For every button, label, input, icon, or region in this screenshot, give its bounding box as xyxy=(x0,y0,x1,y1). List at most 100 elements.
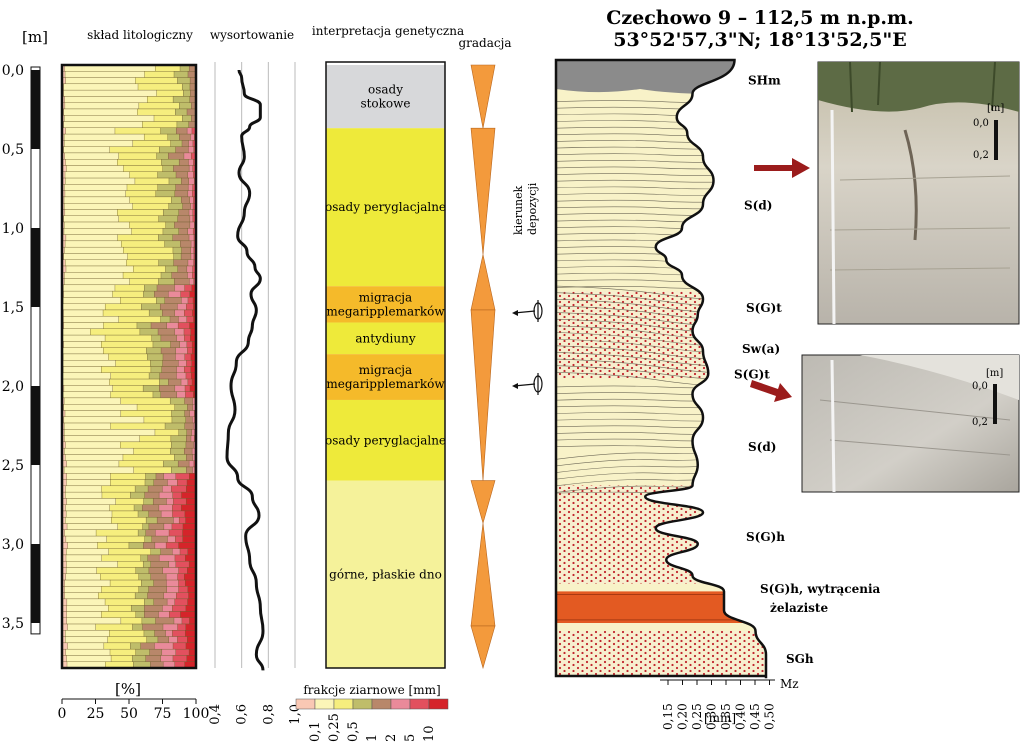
fraction-label-4: 2 xyxy=(384,734,399,742)
sorting-curve xyxy=(225,69,265,671)
facies-label-4: S(G)t xyxy=(734,367,770,381)
interp-label-5-0: osady peryglacjalne xyxy=(325,433,446,447)
facies-label-2: S(G)t xyxy=(746,301,782,315)
interp-label-6-0: górne, płaskie dno xyxy=(329,567,442,581)
percent-tick-100: 100 xyxy=(183,706,210,722)
percent-tick-25: 25 xyxy=(87,706,105,722)
interpretation-title: interpretacja genetyczna xyxy=(312,24,464,38)
svg-text:0,0: 0,0 xyxy=(973,118,989,129)
interp-zone-0 xyxy=(326,65,445,129)
mz-tick-3: 0,30 xyxy=(705,703,719,730)
interp-label-0-1: stokowe xyxy=(360,97,410,111)
gravel-zone-2 xyxy=(556,630,766,679)
sorting-tick-0: 0,4 xyxy=(208,704,223,725)
depth-tick-2: 1,0 xyxy=(2,221,24,237)
fraction-swatch-4 xyxy=(371,698,392,710)
section-outline xyxy=(554,58,768,679)
depth-tick-3: 1,5 xyxy=(2,300,24,316)
gradation-column xyxy=(470,64,496,670)
deposition-direction: kierunek depozycji xyxy=(512,182,543,395)
svg-text:0,0: 0,0 xyxy=(972,381,988,392)
fraction-label-5: 5 xyxy=(403,734,418,742)
depth-tick-7: 3,5 xyxy=(2,616,24,632)
interp-label-0-0: osady xyxy=(368,83,403,97)
outcrop-photo-2: [m] 0,0 0,2 xyxy=(801,354,1020,493)
arrow-to-photo-2 xyxy=(750,380,792,402)
gradation-triangle-0 xyxy=(470,64,496,129)
percent-tick-50: 50 xyxy=(120,706,138,722)
gradation-triangle-5 xyxy=(470,523,496,627)
interp-zone-2 xyxy=(326,286,445,323)
svg-text:[m]: [m] xyxy=(987,103,1004,114)
facies-label-8: żelaziste xyxy=(770,601,828,615)
site-coordinates: 53°52'57,3"N; 18°13'52,5"E xyxy=(613,29,907,51)
sorting-column: 0,4 0,6 0,8 1,0 xyxy=(208,62,303,725)
fraction-swatch-3 xyxy=(352,698,373,710)
interp-zone-4 xyxy=(326,354,445,400)
interp-label-3-0: antydiuny xyxy=(355,331,415,345)
mz-axis: Mz [mm] 0,15 0,20 0,25 0,30 0,35 0,40 0,45 0,50 xyxy=(660,677,799,730)
fraction-label-2: 0,5 xyxy=(346,721,361,742)
photo-arrows xyxy=(750,158,810,402)
gradation-title: gradacja xyxy=(458,36,511,50)
mz-label: Mz xyxy=(780,677,799,691)
svg-text:[m]: [m] xyxy=(986,368,1003,379)
gradation-triangle-2 xyxy=(470,254,496,311)
lithology-frame xyxy=(60,63,198,670)
svg-text:0,2: 0,2 xyxy=(972,417,988,428)
percent-tick-0: 0 xyxy=(58,706,67,722)
outcrop-photo-1: [m] 0,0 0,2 xyxy=(817,61,1020,325)
fraction-swatch-0 xyxy=(295,698,316,710)
interp-label-4-1: megaripplemarków xyxy=(326,377,445,391)
deposition-label-1: kierunek xyxy=(512,185,525,235)
fraction-label-3: 1 xyxy=(365,734,380,742)
fraction-swatch-1 xyxy=(314,698,335,710)
percent-axis: [%] 0 25 50 75 100 xyxy=(58,680,210,722)
interp-zone-5 xyxy=(326,399,445,481)
mz-unit: [mm] xyxy=(704,711,736,725)
lithology-title: skład litologiczny xyxy=(87,28,193,42)
fraction-label-6: 10 xyxy=(422,725,437,742)
depth-unit: [m] xyxy=(22,28,48,46)
photo-1-scale: [m] 0,0 0,2 xyxy=(973,103,1004,161)
interp-label-4-0: migracja xyxy=(359,363,412,377)
facies-label-7: S(G)h, wytrącenia xyxy=(760,582,881,596)
mz-tick-4: 0,35 xyxy=(719,703,733,730)
svg-text:0,2: 0,2 xyxy=(973,150,989,161)
depth-tick-6: 3,0 xyxy=(2,537,24,553)
mz-tick-7: 0,50 xyxy=(763,703,777,730)
facies-label-5: S(d) xyxy=(748,440,776,454)
sorting-tick-1: 0,6 xyxy=(235,704,250,725)
mz-tick-2: 0,25 xyxy=(690,703,704,730)
depth-scale: 0,0 0,5 1,0 1,5 2,0 2,5 3,0 3,5 xyxy=(2,63,41,635)
gradation-triangle-6 xyxy=(470,625,496,670)
interp-label-2-1: megaripplemarków xyxy=(326,304,445,318)
mz-tick-1: 0,20 xyxy=(676,703,690,730)
depth-tick-5: 2,5 xyxy=(2,458,24,474)
sorting-title: wysortowanie xyxy=(210,28,294,42)
depth-tick-1: 0,5 xyxy=(2,142,24,158)
interp-zone-3 xyxy=(326,322,445,355)
mz-tick-5: 0,40 xyxy=(734,703,748,730)
depth-tick-0: 0,0 xyxy=(2,63,24,79)
fraction-swatch-7 xyxy=(428,698,449,710)
fraction-swatch-2 xyxy=(333,698,354,710)
depth-tick-4: 2,0 xyxy=(2,379,24,395)
lithology-column xyxy=(62,65,196,668)
interp-zone-1 xyxy=(326,128,445,287)
fractions-title: frakcje ziarnowe [mm] xyxy=(303,683,440,697)
deposition-arrow-2 xyxy=(512,373,543,395)
percent-label: [%] xyxy=(115,680,141,698)
deposition-label-2: depozycji xyxy=(526,182,539,235)
fraction-swatch-5 xyxy=(390,698,411,710)
percent-tick-75: 75 xyxy=(154,706,172,722)
arrow-to-photo-1 xyxy=(754,158,810,178)
deposition-arrow-1 xyxy=(512,300,543,322)
fraction-label-0: 0,1 xyxy=(308,721,323,742)
facies-label-3: Sw(a) xyxy=(742,342,780,356)
facies-label-6: S(G)h xyxy=(746,530,785,544)
fraction-label-1: 0,25 xyxy=(327,713,342,742)
facies-label-0: SHm xyxy=(748,73,781,87)
